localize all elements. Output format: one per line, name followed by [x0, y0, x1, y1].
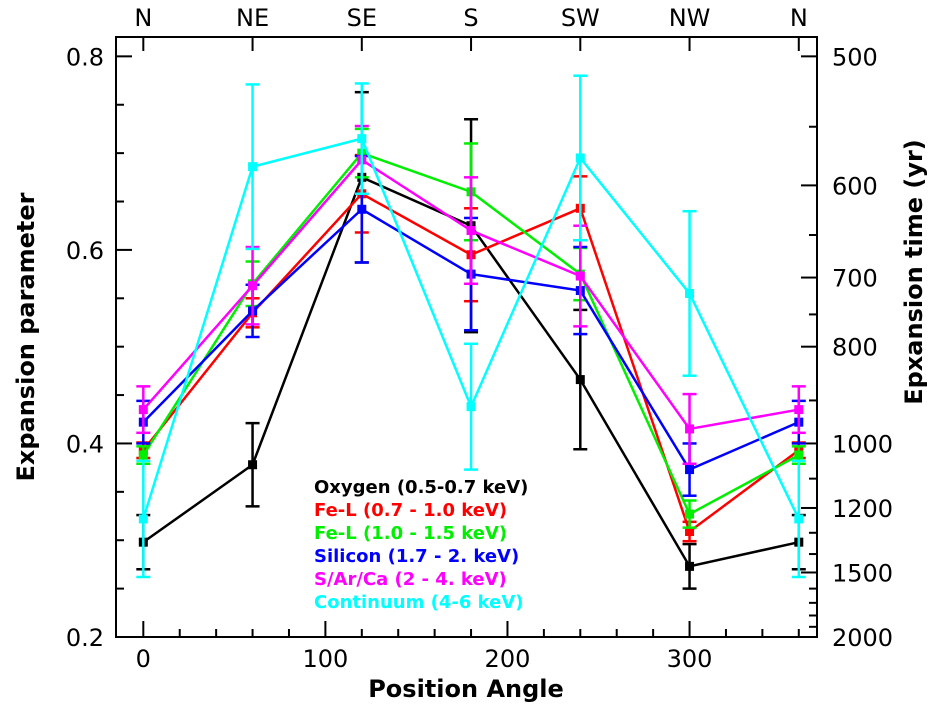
top-tick-label: N — [790, 4, 808, 32]
data-point — [794, 514, 804, 524]
x-tick-label: 300 — [667, 645, 713, 673]
data-point — [575, 153, 585, 163]
right-tick-label: 2000 — [832, 624, 893, 652]
top-tick-label: SE — [347, 4, 377, 32]
right-tick-label: 700 — [832, 265, 878, 293]
right-tick-label: 800 — [832, 334, 878, 362]
data-point — [685, 527, 695, 537]
data-point — [357, 204, 367, 214]
legend-entry: Fe-L (0.7 - 1.0 keV) — [314, 500, 507, 521]
data-point — [794, 450, 804, 460]
series-5 — [136, 74, 806, 579]
x-axis-label: Position Angle — [368, 675, 564, 703]
legend-entry: Continuum (4-6 keV) — [314, 592, 524, 613]
data-point — [248, 460, 258, 470]
right-tick-label: 1200 — [832, 495, 893, 523]
series-layer — [136, 74, 806, 590]
top-tick-label: N — [134, 4, 152, 32]
right-tick-label: 600 — [832, 172, 878, 200]
right-tick-label: 1500 — [832, 559, 893, 587]
data-point — [575, 271, 585, 281]
y-tick-label: 0.4 — [66, 430, 104, 458]
data-point — [685, 509, 695, 519]
top-tick-label: NE — [236, 4, 269, 32]
data-point — [248, 162, 258, 172]
data-point — [685, 561, 695, 571]
data-point — [685, 424, 695, 434]
right-tick-label: 1000 — [832, 430, 893, 458]
top-tick-label: S — [463, 4, 478, 32]
legend-entry: Oxygen (0.5-0.7 keV) — [314, 477, 528, 498]
y-tick-label: 0.6 — [66, 237, 104, 265]
right-tick-label: 500 — [832, 43, 878, 71]
legend-entry: Fe-L (1.0 - 1.5 keV) — [314, 523, 507, 544]
top-tick-label: SW — [561, 4, 600, 32]
data-point — [575, 375, 585, 385]
right-axis-label: Epxansion time (yr) — [900, 139, 928, 405]
plot-frame — [115, 36, 818, 638]
data-point — [138, 405, 148, 415]
x-tick-label: 100 — [302, 645, 348, 673]
legend-entry: S/Ar/Ca (2 - 4. keV) — [314, 569, 507, 590]
data-point — [138, 450, 148, 460]
axis-tick-labels: 0 100 200 300 N NE SE S SW NW N 0.2 0.4 0.6 0.8 500 600 7… — [66, 4, 893, 673]
y-tick-label: 0.8 — [66, 43, 104, 71]
x-tick-label: 200 — [485, 645, 531, 673]
data-point — [248, 281, 258, 291]
top-tick-label: NW — [669, 4, 711, 32]
data-point — [685, 465, 695, 475]
data-point — [357, 134, 367, 144]
y-axis-label: Expansion parameter — [12, 192, 40, 481]
axis-ticks — [116, 37, 817, 638]
data-point — [138, 514, 148, 524]
legend-entry: Silicon (1.7 - 2. keV) — [314, 546, 519, 567]
x-tick-label: 0 — [136, 645, 151, 673]
data-point — [466, 226, 476, 236]
data-point — [685, 288, 695, 298]
data-point — [466, 402, 476, 412]
data-point — [794, 405, 804, 415]
legend: Oxygen (0.5-0.7 keV)Fe-L (0.7 - 1.0 keV)… — [314, 477, 528, 613]
y-tick-label: 0.2 — [66, 624, 104, 652]
